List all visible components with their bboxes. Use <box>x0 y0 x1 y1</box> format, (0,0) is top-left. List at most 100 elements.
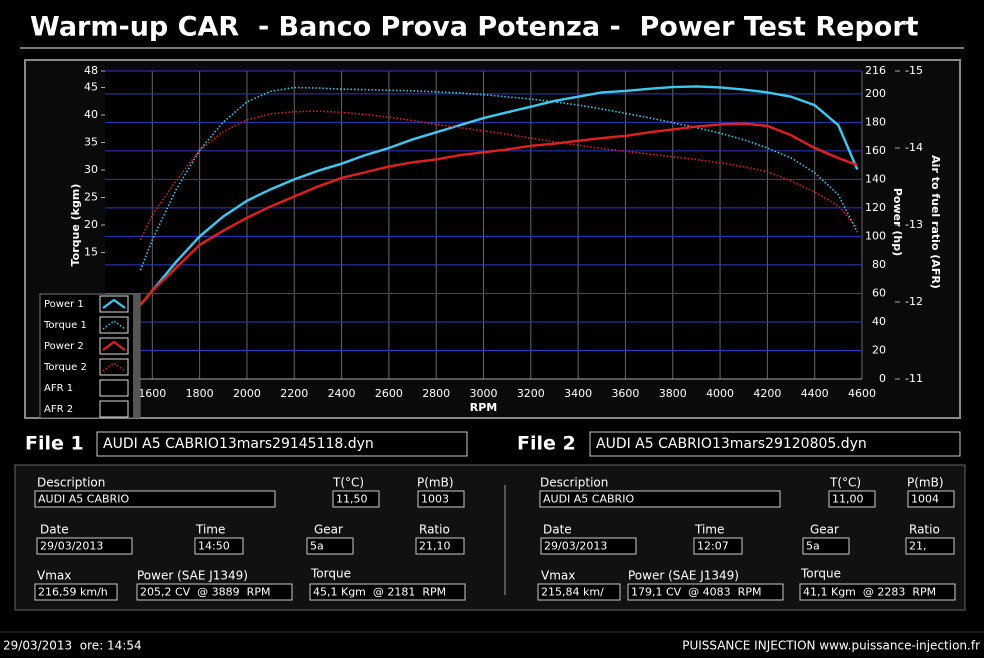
x-tick-label: 3200 <box>517 387 545 400</box>
field-box <box>907 490 955 508</box>
file-name: AUDI A5 CABRIO13mars29120805.dyn <box>596 436 867 452</box>
x-tick-label: 3800 <box>659 387 687 400</box>
y-tick-label: 48 <box>84 64 98 77</box>
field-label: Ratio <box>419 523 450 537</box>
field-label: Power (SAE J1349) <box>628 569 739 583</box>
field-label: T(°C) <box>332 476 364 490</box>
field-box <box>34 583 118 601</box>
y2-tick-label: 80 <box>872 258 886 271</box>
field-label: Gear <box>314 523 343 537</box>
field-label: P(mB) <box>417 476 454 490</box>
legend-label: AFR 1 <box>44 383 73 394</box>
series-line <box>139 122 858 306</box>
field-label: Ratio <box>909 523 940 537</box>
y2-tick-label: 180 <box>865 115 886 128</box>
x-tick-label: 2200 <box>280 387 308 400</box>
file-label: File 2 <box>517 433 576 455</box>
field-value: 21, <box>909 540 927 553</box>
y-axis-title: Torque (kgm) <box>69 184 82 267</box>
x-tick-label: 1800 <box>186 387 214 400</box>
x-tick-label: 4000 <box>706 387 734 400</box>
field-box <box>802 537 850 555</box>
legend-label: Power 2 <box>44 341 84 352</box>
field-box <box>306 537 354 555</box>
field-value: 21,10 <box>419 540 451 553</box>
x-tick-label: 3400 <box>564 387 592 400</box>
series-line <box>139 85 859 306</box>
field-value: 216,59 km/h <box>38 586 108 599</box>
legend-label: AFR 2 <box>44 404 73 415</box>
field-value: 12:07 <box>697 540 729 553</box>
field-box <box>332 490 380 508</box>
field-value: 215,84 km/ <box>541 586 604 599</box>
legend-box <box>39 293 141 419</box>
field-label: Date <box>40 523 69 537</box>
field-value: 1003 <box>421 493 449 506</box>
y3-tick-label: -13 <box>905 218 923 231</box>
y-tick-label: 20 <box>84 218 98 231</box>
field-box <box>417 490 465 508</box>
y3-tick-label: -12 <box>905 295 923 308</box>
field-box <box>627 583 784 601</box>
y2-tick-label: 100 <box>865 229 886 242</box>
field-box <box>693 537 743 555</box>
field-value: 179,1 CV @ 4083 RPM <box>631 586 761 599</box>
field-label: Time <box>694 523 724 537</box>
field-label: Date <box>543 523 572 537</box>
field-label: Vmax <box>37 569 71 583</box>
y3-tick-label: -15 <box>905 64 923 77</box>
field-label: Vmax <box>541 569 575 583</box>
legend-swatch-box <box>99 337 129 355</box>
y2-tick-label: 216 <box>865 64 886 77</box>
field-label: Power (SAE J1349) <box>137 569 248 583</box>
legend-label: Torque 1 <box>43 320 87 331</box>
field-value: 11,50 <box>336 493 368 506</box>
field-box <box>905 537 955 555</box>
y2-tick-label: 160 <box>865 144 886 157</box>
legend-label: Torque 2 <box>43 362 87 373</box>
y3-tick-label: -11 <box>905 372 923 385</box>
y2-tick-label: 60 <box>872 286 886 299</box>
field-value: 29/03/2013 <box>40 540 103 553</box>
y3-axis-title: Air to fuel ratio (AFR) <box>929 155 942 289</box>
file-box <box>96 431 468 457</box>
file-box <box>589 431 961 457</box>
x-tick-label: 4200 <box>753 387 781 400</box>
x-tick-label: 3000 <box>470 387 498 400</box>
field-value: 1004 <box>911 493 939 506</box>
file-label: File 1 <box>25 433 84 455</box>
field-value: 29/03/2013 <box>544 540 607 553</box>
y2-tick-label: 0 <box>879 372 886 385</box>
report-title: Warm-up CAR - Banco Prova Potenza - Powe… <box>30 12 919 43</box>
legend-swatch-box <box>99 400 129 418</box>
field-box <box>36 537 133 555</box>
y-tick-label: 45 <box>84 81 98 94</box>
y-tick-label: 30 <box>84 163 98 176</box>
y-tick-label: 40 <box>84 108 98 121</box>
field-box <box>415 537 465 555</box>
field-value: AUDI A5 CABRIO <box>38 493 129 506</box>
field-label: Time <box>195 523 225 537</box>
legend-swatch <box>102 340 126 351</box>
field-box <box>537 583 621 601</box>
field-box <box>34 490 276 508</box>
x-tick-label: 2600 <box>375 387 403 400</box>
legend-swatch-box <box>99 316 129 334</box>
y3-tick-label: -14 <box>905 141 923 154</box>
field-value: 5a <box>310 540 324 553</box>
field-box <box>194 537 244 555</box>
x-tick-label: 2400 <box>328 387 356 400</box>
field-box <box>539 490 781 508</box>
x-tick-label: 2000 <box>233 387 261 400</box>
field-box <box>799 583 956 601</box>
legend-swatch-box <box>99 379 129 397</box>
y2-tick-label: 120 <box>865 201 886 214</box>
x-tick-label: 1600 <box>138 387 166 400</box>
field-box <box>309 583 466 601</box>
y2-axis-title: Power (hp) <box>891 188 904 256</box>
field-label: T(°C) <box>829 476 861 490</box>
field-label: Torque <box>310 567 351 581</box>
field-label: Gear <box>810 523 839 537</box>
field-box <box>828 490 876 508</box>
footer-date: 29/03/2013 ore: 14:54 <box>3 639 142 653</box>
